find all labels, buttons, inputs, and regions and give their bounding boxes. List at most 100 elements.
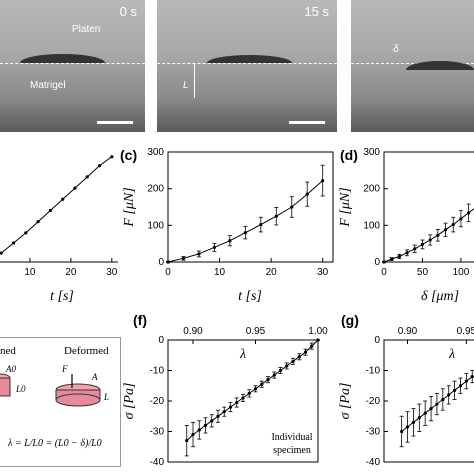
- data-point: [253, 387, 258, 391]
- x-axis-label-g: λ: [448, 347, 455, 362]
- y-tick-label: 300: [363, 147, 380, 158]
- data-point: [266, 378, 270, 382]
- y-tick-label: -10: [366, 366, 381, 377]
- data-point: [417, 416, 421, 420]
- undeformed-body: [0, 377, 11, 397]
- data-point: [36, 220, 40, 224]
- series-d: [382, 203, 474, 264]
- data-point: [428, 238, 432, 242]
- data-point: [290, 205, 294, 209]
- y-tick-label: -30: [150, 427, 165, 438]
- y-tick-label: 200: [147, 184, 164, 195]
- data-point: [297, 355, 301, 359]
- y-tick-label: 0: [158, 335, 164, 346]
- data-point: [447, 393, 451, 397]
- x-axis-label-f: λ: [239, 347, 246, 362]
- y-tick-label: -20: [366, 396, 381, 407]
- series-line: [186, 339, 319, 441]
- data-point: [420, 242, 425, 246]
- data-point: [191, 432, 195, 437]
- series-b: [0, 155, 114, 255]
- matrigel-label: Matrigel: [30, 80, 66, 91]
- data-point: [241, 396, 245, 400]
- f-label: F: [61, 364, 68, 374]
- data-point: [210, 419, 214, 423]
- data-point: [321, 179, 325, 183]
- data-point: [305, 192, 309, 196]
- y-tick-label: -20: [150, 396, 165, 407]
- data-point: [185, 439, 189, 443]
- data-point: [228, 405, 233, 409]
- plot-frame-d: [383, 151, 474, 263]
- data-point: [400, 429, 404, 434]
- delta-label: δ: [393, 44, 399, 55]
- x-axis-label-b: t [s]: [50, 289, 74, 304]
- data-point: [451, 223, 455, 227]
- data-point: [243, 231, 247, 235]
- y-tick-label: 0: [374, 335, 380, 346]
- data-point: [212, 245, 217, 249]
- panel-label-c: (c): [120, 147, 137, 163]
- data-point: [390, 257, 394, 261]
- data-point: [228, 239, 232, 243]
- series-line: [383, 208, 474, 263]
- x-tick-label: 20: [266, 267, 278, 278]
- panel-label-d: (d): [340, 147, 358, 163]
- y-tick-label: 0: [158, 257, 164, 268]
- y-axis-label-f: σ [Pa]: [122, 383, 137, 420]
- data-point: [467, 211, 471, 215]
- x-tick-label: 50: [417, 267, 429, 278]
- annotation-f-line2: specimen: [273, 445, 311, 456]
- x-tick-label: 20: [65, 267, 77, 278]
- l-label: L: [103, 392, 109, 402]
- data-point: [274, 214, 278, 218]
- y-tick-label: -40: [366, 457, 381, 468]
- data-point: [61, 197, 65, 201]
- y-tick-label: -10: [150, 366, 165, 377]
- l0-label: L0: [15, 384, 26, 394]
- data-point: [260, 382, 264, 386]
- data-point: [441, 397, 445, 402]
- x-axis-label-d: δ [μm]: [421, 289, 459, 304]
- data-point: [452, 388, 457, 392]
- photo-15s: L 15 s: [157, 0, 337, 132]
- chart-g: (g) 0.90 0.95 0 -10 -20 -30 -40 λ σ [Pa]: [338, 312, 474, 468]
- y-axis-label-c: F [μN]: [122, 187, 137, 227]
- a0-label: A0: [5, 364, 16, 374]
- data-point: [216, 414, 220, 418]
- y-tick-label: 100: [363, 220, 380, 231]
- plot-frame-c: [167, 151, 334, 263]
- panel-label-g: (g): [341, 312, 359, 328]
- schematic-drawing: ned Deformed A0 L0 F A L λ = L/L0 = (L0 …: [0, 345, 109, 449]
- data-point: [73, 186, 77, 190]
- data-point: [435, 402, 439, 406]
- data-point: [464, 379, 468, 383]
- data-point: [48, 208, 53, 213]
- panel-label-f: (f): [133, 312, 147, 328]
- length-arrow: [194, 64, 195, 104]
- series-f: [184, 338, 320, 457]
- series-line: [167, 180, 324, 263]
- data-point: [423, 411, 427, 415]
- data-point: [458, 384, 463, 388]
- data-point: [459, 217, 463, 221]
- chart-d: (d) 0 50 100 0 100 200 300 δ [μm] F [μN]: [338, 147, 474, 304]
- data-point: [411, 420, 416, 424]
- data-point: [436, 233, 440, 237]
- chart-f: (f) 0.90 0.95 1.00 0 -10 -20 -30 -40 λ σ [Pa] I…: [122, 312, 328, 468]
- deformed-bottom: [55, 393, 101, 407]
- x-tick-label: 1.00: [308, 326, 328, 337]
- ticks-d: 0 50 100 0 100 200 300: [363, 147, 469, 278]
- x-tick-label: 30: [106, 267, 118, 278]
- platen-line: [157, 63, 337, 64]
- y-tick-label: 300: [147, 147, 164, 158]
- data-point: [203, 423, 208, 427]
- data-point: [303, 350, 308, 354]
- x-tick-label: 10: [24, 267, 36, 278]
- x-tick-label: 100: [453, 267, 470, 278]
- data-point: [0, 251, 3, 255]
- data-point: [235, 400, 239, 405]
